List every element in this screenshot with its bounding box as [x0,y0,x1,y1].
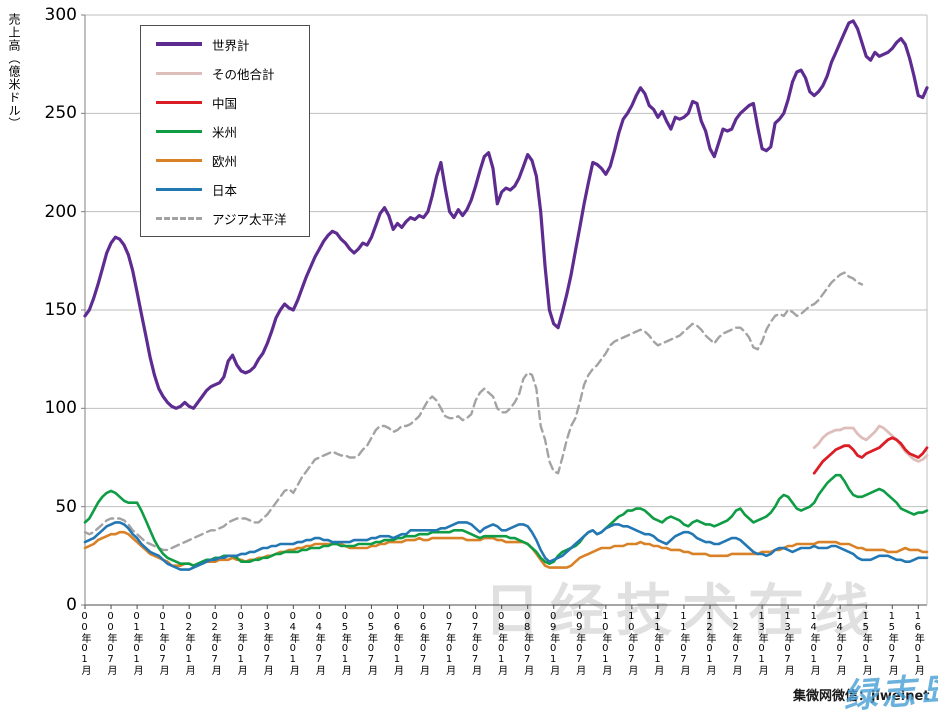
x-tick-label: 01年01月 [131,611,143,675]
legend-label-japan: 日本 [212,182,238,198]
line-japan [83,521,929,571]
x-tick-label: 03年01月 [235,611,247,675]
x-tick-label: 07年07月 [469,611,481,675]
legend-label-europe: 欧州 [212,153,238,169]
line-asia-pacific [83,271,864,552]
legend-label-world-total: 世界計 [212,37,250,53]
x-tick-label: 00年07月 [105,611,117,675]
x-tick-label: 01年07月 [157,611,169,675]
y-tick-label: 100 [44,398,77,419]
legend-line-swatch-americas [156,129,202,133]
legend-item-europe: 欧州 [141,147,309,173]
y-tick-label: 300 [44,5,77,25]
x-tick-label: 02年07月 [209,611,221,675]
x-tick-label: 04年07月 [313,611,325,675]
legend-line-swatch-japan [156,187,202,191]
line-europe [83,530,929,569]
legend-item-japan: 日本 [141,176,309,202]
x-tick-label: 14年07月 [834,611,846,675]
y-tick-label: 250 [44,103,77,124]
legend-label-americas: 米州 [212,124,238,140]
y-tick-label: 150 [44,300,77,320]
x-tick-label: 15年07月 [886,611,898,675]
x-tick-label: 05年01月 [339,611,351,675]
legend-item-china: 中国 [141,89,309,115]
x-tick-label: 16年01月 [912,611,924,675]
x-tick-label: 11年07月 [677,611,689,675]
legend: 世界計その他合計中国米州欧州日本アジア太平洋 [140,25,310,237]
legend-line-swatch-china [156,100,202,104]
legend-item-world-total: 世界計 [141,31,309,57]
legend-item-americas: 米州 [141,118,309,144]
x-tick-label: 10年01月 [599,611,611,675]
x-tick-label: 02年01月 [183,611,195,675]
x-tick-label: 14年01月 [808,611,820,675]
x-tick-label: 03年07月 [261,611,273,675]
x-tick-label: 11年01月 [651,611,663,675]
x-tick-label: 06年07月 [417,611,429,675]
nikkei-watermark: 日经技术在线 [484,579,880,644]
x-tick-label: 12年01月 [703,611,715,675]
x-tick-label: 13年07月 [782,611,794,675]
legend-label-asia-pacific: アジア太平洋 [212,211,287,227]
signature-watermark-overlay: 绿志岛 [841,669,938,716]
legend-line-swatch-world-total [156,42,202,46]
x-tick-label: 10年07月 [625,611,637,675]
line-other-total [812,424,929,463]
x-tick-label: 15年01月 [860,611,872,675]
legend-line-swatch-other-total [156,71,202,75]
line-china [812,436,929,475]
x-tick-label: 08年01月 [495,611,507,675]
x-tick-label: 08年07月 [521,611,533,675]
x-tick-label: 13年01月 [756,611,768,675]
x-tick-label: 00年01月 [79,611,90,675]
legend-item-asia-pacific: アジア太平洋 [141,205,309,231]
x-tick-label: 07年01月 [443,611,455,675]
y-axis-title: 売上高（億米ドル） [7,13,21,130]
x-tick-label: 06年01月 [391,611,403,675]
x-tick-label: 12年07月 [730,611,742,675]
x-tick-label: 09年07月 [573,611,585,675]
y-tick-label: 200 [44,201,77,222]
legend-line-swatch-asia-pacific [156,216,202,220]
x-tick-label: 09年01月 [547,611,559,675]
legend-label-china: 中国 [212,95,238,111]
y-tick-label: 0 [66,595,77,615]
y-tick-label: 50 [55,496,77,517]
jiweinet-watermark: 集微网微信：jiweinet [793,689,930,704]
legend-line-swatch-europe [156,158,202,162]
legend-label-other-total: その他合計 [212,66,275,82]
line-world-total [83,19,929,410]
x-tick-label: 04年01月 [287,611,299,675]
x-tick-label: 05年07月 [365,611,377,675]
line-americas [83,473,929,567]
legend-item-other-total: その他合計 [141,60,309,86]
